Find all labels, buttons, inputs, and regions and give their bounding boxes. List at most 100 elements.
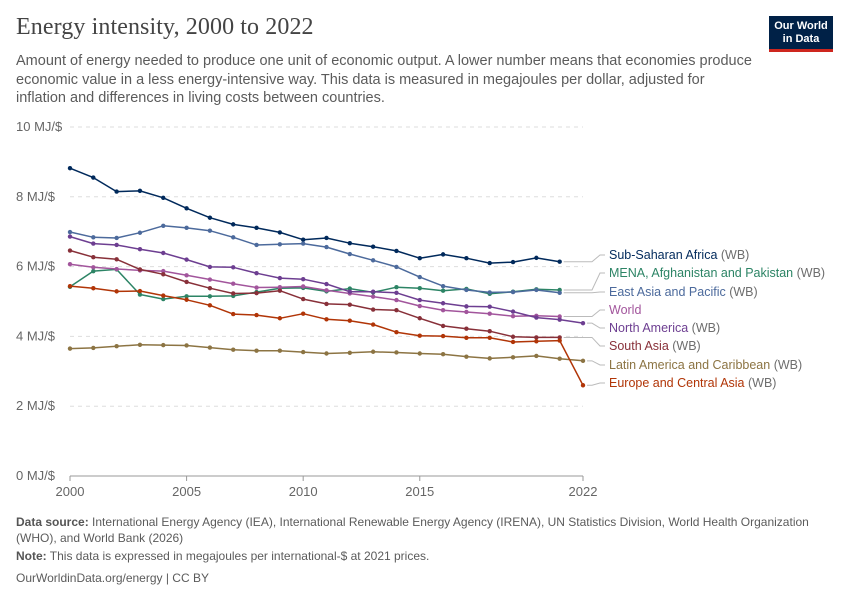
data-point-latin-america-and-caribbean[interactable] bbox=[487, 356, 492, 361]
data-point-north-america[interactable] bbox=[440, 301, 446, 306]
data-point-europe-and-central-asia[interactable] bbox=[487, 335, 492, 340]
data-point-sub-saharan-africa[interactable] bbox=[347, 241, 353, 246]
data-point-europe-and-central-asia[interactable] bbox=[207, 303, 213, 308]
data-point-sub-saharan-africa[interactable] bbox=[417, 256, 422, 261]
data-point-latin-america-and-caribbean[interactable] bbox=[324, 351, 329, 356]
data-point-east-asia-and-pacific[interactable] bbox=[91, 235, 96, 240]
data-point-east-asia-and-pacific[interactable] bbox=[440, 283, 446, 289]
data-point-east-asia-and-pacific[interactable] bbox=[534, 287, 539, 293]
data-point-europe-and-central-asia[interactable] bbox=[324, 317, 329, 322]
series-line-sub-saharan-africa[interactable] bbox=[69, 167, 560, 264]
data-point-sub-saharan-africa[interactable] bbox=[231, 222, 236, 227]
data-point-sub-saharan-africa[interactable] bbox=[277, 230, 283, 235]
data-point-europe-and-central-asia[interactable] bbox=[580, 383, 586, 388]
data-point-east-asia-and-pacific[interactable] bbox=[300, 241, 306, 246]
data-point-latin-america-and-caribbean[interactable] bbox=[534, 353, 539, 359]
data-point-north-america[interactable] bbox=[300, 276, 306, 282]
data-point-east-asia-and-pacific[interactable] bbox=[487, 290, 492, 295]
series-line-east-asia-and-pacific[interactable] bbox=[69, 225, 560, 294]
data-point-latin-america-and-caribbean[interactable] bbox=[207, 345, 213, 350]
data-point-north-america[interactable] bbox=[510, 309, 516, 314]
data-point-europe-and-central-asia[interactable] bbox=[557, 338, 562, 343]
data-point-south-asia[interactable] bbox=[534, 335, 539, 340]
data-point-europe-and-central-asia[interactable] bbox=[184, 297, 189, 302]
series-label-east-asia-and-pacific[interactable]: East Asia and Pacific (WB) bbox=[609, 285, 758, 299]
data-point-east-asia-and-pacific[interactable] bbox=[417, 274, 422, 280]
data-point-latin-america-and-caribbean[interactable] bbox=[67, 346, 73, 351]
series-label-sub-saharan-africa[interactable]: Sub-Saharan Africa (WB) bbox=[609, 248, 749, 262]
series-label-north-america[interactable]: North America (WB) bbox=[609, 321, 720, 335]
data-point-south-asia[interactable] bbox=[231, 291, 236, 296]
data-point-world[interactable] bbox=[417, 303, 422, 309]
data-point-latin-america-and-caribbean[interactable] bbox=[161, 342, 166, 348]
data-point-sub-saharan-africa[interactable] bbox=[184, 206, 189, 211]
data-point-mena-afghanistan-and-pakistan[interactable] bbox=[347, 286, 353, 291]
data-point-latin-america-and-caribbean[interactable] bbox=[184, 343, 189, 348]
data-point-south-asia[interactable] bbox=[91, 254, 96, 260]
data-point-north-america[interactable] bbox=[137, 246, 143, 252]
data-point-latin-america-and-caribbean[interactable] bbox=[394, 350, 399, 355]
data-point-latin-america-and-caribbean[interactable] bbox=[510, 355, 516, 360]
data-point-east-asia-and-pacific[interactable] bbox=[137, 230, 143, 235]
data-point-sub-saharan-africa[interactable] bbox=[207, 215, 213, 220]
data-point-world[interactable] bbox=[254, 285, 259, 290]
series-label-world[interactable]: World bbox=[609, 303, 641, 317]
data-point-north-america[interactable] bbox=[347, 289, 353, 294]
data-point-sub-saharan-africa[interactable] bbox=[254, 225, 259, 231]
data-point-south-asia[interactable] bbox=[300, 296, 306, 302]
data-point-north-america[interactable] bbox=[324, 281, 329, 287]
data-point-world[interactable] bbox=[91, 265, 96, 270]
data-point-east-asia-and-pacific[interactable] bbox=[510, 289, 516, 295]
data-point-latin-america-and-caribbean[interactable] bbox=[91, 345, 96, 351]
data-point-east-asia-and-pacific[interactable] bbox=[277, 242, 283, 247]
data-point-world[interactable] bbox=[300, 284, 306, 289]
data-point-south-asia[interactable] bbox=[394, 308, 399, 313]
data-point-north-america[interactable] bbox=[417, 297, 422, 303]
series-label-mena-afghanistan-and-pakistan[interactable]: MENA, Afghanistan and Pakistan (WB) bbox=[609, 266, 825, 280]
data-point-world[interactable] bbox=[207, 277, 213, 282]
series-line-world[interactable] bbox=[69, 263, 560, 318]
data-point-latin-america-and-caribbean[interactable] bbox=[580, 358, 586, 364]
data-point-south-asia[interactable] bbox=[254, 290, 259, 296]
data-point-sub-saharan-africa[interactable] bbox=[464, 256, 469, 261]
data-point-world[interactable] bbox=[440, 308, 446, 313]
data-point-sub-saharan-africa[interactable] bbox=[394, 248, 399, 254]
data-point-north-america[interactable] bbox=[254, 271, 259, 276]
data-point-south-asia[interactable] bbox=[510, 334, 516, 339]
data-point-world[interactable] bbox=[277, 284, 283, 290]
data-point-east-asia-and-pacific[interactable] bbox=[557, 290, 562, 295]
data-point-world[interactable] bbox=[464, 309, 469, 315]
data-point-world[interactable] bbox=[487, 311, 492, 316]
data-point-europe-and-central-asia[interactable] bbox=[91, 286, 96, 291]
data-point-latin-america-and-caribbean[interactable] bbox=[417, 351, 422, 356]
data-point-mena-afghanistan-and-pakistan[interactable] bbox=[207, 294, 213, 299]
data-point-sub-saharan-africa[interactable] bbox=[557, 259, 562, 264]
data-point-north-america[interactable] bbox=[464, 304, 469, 309]
data-point-south-asia[interactable] bbox=[440, 323, 446, 329]
data-point-world[interactable] bbox=[231, 281, 236, 286]
data-point-south-asia[interactable] bbox=[114, 257, 119, 262]
data-point-sub-saharan-africa[interactable] bbox=[324, 235, 329, 241]
data-point-north-america[interactable] bbox=[91, 241, 96, 246]
data-point-europe-and-central-asia[interactable] bbox=[370, 322, 376, 327]
data-point-sub-saharan-africa[interactable] bbox=[91, 175, 96, 180]
data-point-north-america[interactable] bbox=[557, 317, 562, 322]
data-point-europe-and-central-asia[interactable] bbox=[510, 339, 516, 345]
data-point-north-america[interactable] bbox=[231, 265, 236, 270]
data-point-sub-saharan-africa[interactable] bbox=[440, 252, 446, 257]
data-point-east-asia-and-pacific[interactable] bbox=[464, 287, 469, 293]
data-point-latin-america-and-caribbean[interactable] bbox=[557, 356, 562, 361]
data-point-world[interactable] bbox=[324, 288, 329, 293]
data-point-south-asia[interactable] bbox=[324, 301, 329, 307]
series-line-north-america[interactable] bbox=[69, 235, 584, 324]
data-point-world[interactable] bbox=[67, 261, 73, 267]
data-point-sub-saharan-africa[interactable] bbox=[67, 165, 73, 171]
data-point-mena-afghanistan-and-pakistan[interactable] bbox=[440, 288, 446, 293]
data-point-latin-america-and-caribbean[interactable] bbox=[440, 351, 446, 357]
data-point-south-asia[interactable] bbox=[184, 279, 189, 285]
data-point-world[interactable] bbox=[510, 313, 516, 319]
data-point-sub-saharan-africa[interactable] bbox=[300, 237, 306, 242]
data-point-europe-and-central-asia[interactable] bbox=[277, 316, 283, 321]
owid-logo[interactable]: Our World in Data bbox=[769, 16, 833, 52]
data-point-mena-afghanistan-and-pakistan[interactable] bbox=[417, 286, 422, 291]
